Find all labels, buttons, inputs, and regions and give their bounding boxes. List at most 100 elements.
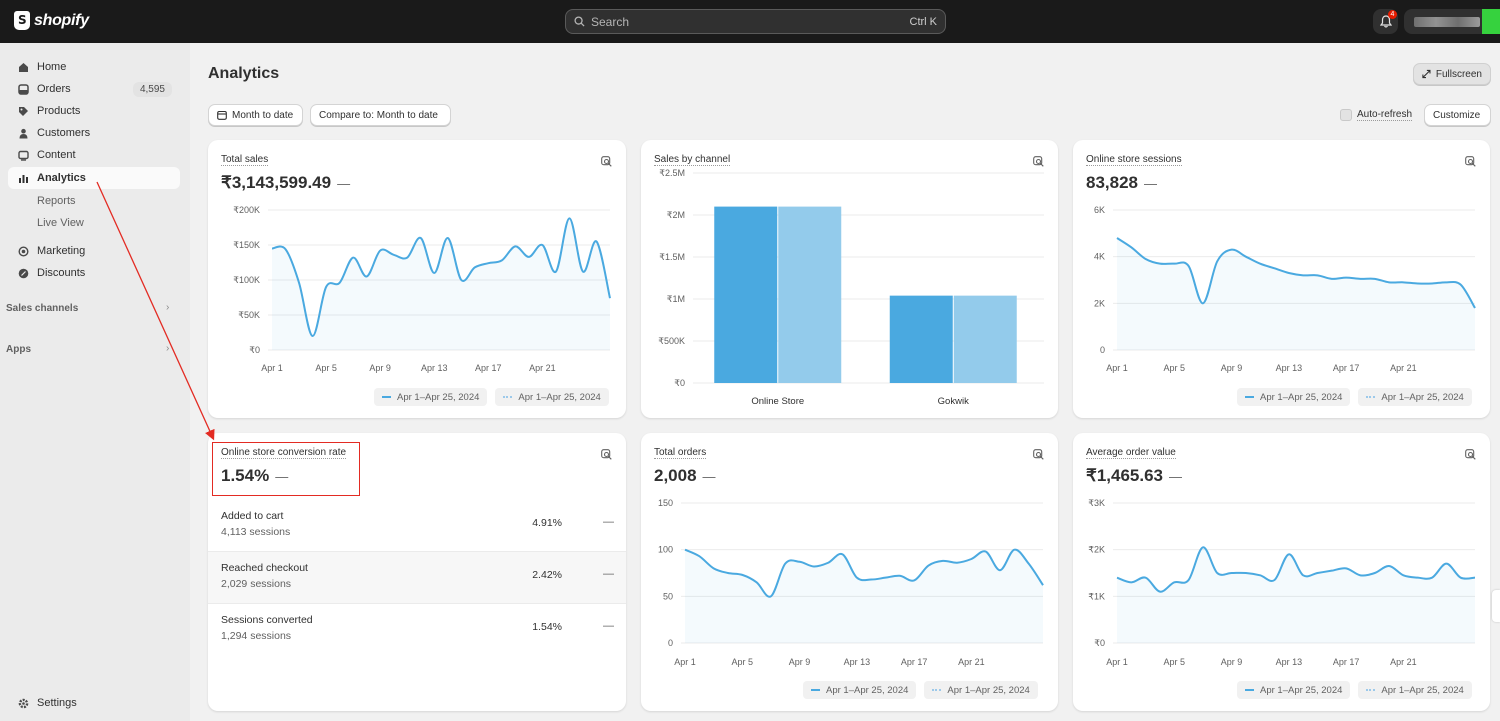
- legend-swatch: [932, 689, 942, 691]
- explore-icon[interactable]: [1465, 154, 1476, 172]
- legend-current[interactable]: Apr 1–Apr 25, 2024: [1237, 388, 1351, 406]
- funnel-row-sessions-converted[interactable]: Sessions converted 1,294 sessions 1.54% …: [208, 603, 626, 655]
- sales-channels-heading[interactable]: Sales channels: [6, 303, 79, 314]
- card-value: 83,828 —: [1086, 173, 1157, 193]
- sidebar-subitem-live-view[interactable]: Live View: [37, 217, 84, 229]
- x-tick-label: Apr 1: [1106, 363, 1128, 373]
- sidebar-item-orders[interactable]: Orders 4,595: [8, 78, 180, 100]
- funnel-sessions: 1,294 sessions: [221, 630, 292, 642]
- funnel-label: Reached checkout: [221, 562, 308, 574]
- total-orders-card[interactable]: Total orders 2,008 — 150 100 50 0 Apr 1 Apr 5 A…: [641, 433, 1058, 711]
- y-tick-label: 50: [663, 591, 673, 601]
- legend-swatch: [503, 396, 513, 398]
- bell-icon: [1379, 15, 1392, 28]
- legend-previous[interactable]: Apr 1–Apr 25, 2024: [495, 388, 609, 406]
- explore-icon[interactable]: [601, 447, 612, 465]
- search-input[interactable]: Search Ctrl K: [565, 9, 946, 34]
- customize-label: Customize: [1433, 109, 1481, 121]
- card-title[interactable]: Online store conversion rate: [221, 447, 347, 459]
- sidebar-item-customers[interactable]: Customers: [8, 122, 180, 144]
- legend-previous[interactable]: Apr 1–Apr 25, 2024: [1358, 388, 1472, 406]
- legend-current[interactable]: Apr 1–Apr 25, 2024: [1237, 681, 1351, 699]
- notifications-button[interactable]: 4: [1373, 9, 1398, 34]
- conversion-value: 1.54%: [221, 466, 270, 485]
- card-title[interactable]: Online store sessions: [1086, 154, 1182, 166]
- explore-icon[interactable]: [1033, 447, 1044, 465]
- aov-value: ₹1,465.63: [1086, 466, 1163, 485]
- card-title[interactable]: Average order value: [1086, 447, 1176, 459]
- shopify-logo[interactable]: shopify: [14, 11, 89, 30]
- orders-count-badge: 4,595: [132, 81, 172, 97]
- gear-icon: [17, 697, 29, 709]
- legend-current[interactable]: Apr 1–Apr 25, 2024: [374, 388, 488, 406]
- funnel-comparison: —: [603, 516, 614, 528]
- funnel-sessions: 4,113 sessions: [221, 526, 291, 538]
- date-range-button[interactable]: Month to date: [208, 104, 303, 126]
- explore-icon[interactable]: [1033, 154, 1044, 172]
- sidebar-item-analytics[interactable]: Analytics: [8, 167, 180, 189]
- sidebar-item-products[interactable]: Products: [8, 100, 180, 122]
- sidebar-item-home[interactable]: Home: [8, 56, 180, 78]
- auto-refresh-checkbox[interactable]: [1340, 109, 1352, 121]
- customize-button[interactable]: Customize: [1424, 104, 1491, 126]
- search-icon: [574, 16, 585, 27]
- sidebar-subitem-reports[interactable]: Reports: [37, 195, 76, 207]
- chart-legend: Apr 1–Apr 25, 2024 Apr 1–Apr 25, 2024: [1237, 681, 1472, 699]
- explore-icon[interactable]: [601, 154, 612, 172]
- sales-by-channel-card[interactable]: Sales by channel ₹2.5M ₹2M ₹1.5M ₹1M ₹500K ₹0…: [641, 140, 1058, 418]
- y-tick-label: ₹0: [249, 345, 260, 355]
- card-title[interactable]: Sales by channel: [654, 154, 731, 166]
- sidebar-item-content[interactable]: Content: [8, 144, 180, 166]
- sidebar-item-label: Analytics: [37, 172, 86, 184]
- average-order-value-card[interactable]: Average order value ₹1,465.63 — ₹3K ₹2K ₹1K…: [1073, 433, 1490, 711]
- bar: [953, 295, 1017, 383]
- card-value: 1.54% —: [221, 466, 288, 486]
- funnel-percent: 2.42%: [532, 569, 562, 581]
- funnel-sessions: 2,029 sessions: [221, 578, 292, 590]
- card-title[interactable]: Total orders: [654, 447, 707, 459]
- card-value: ₹1,465.63 —: [1086, 466, 1182, 486]
- apps-heading[interactable]: Apps: [6, 344, 31, 355]
- chevron-right-icon[interactable]: ›: [166, 302, 170, 313]
- notification-badge: 4: [1388, 10, 1397, 19]
- funnel-row-reached-checkout[interactable]: Reached checkout 2,029 sessions 2.42% —: [208, 551, 626, 603]
- funnel-comparison: —: [603, 620, 614, 632]
- online-store-sessions-card[interactable]: Online store sessions 83,828— 6K 4K 2K 0 Apr…: [1073, 140, 1490, 418]
- y-tick-label: 100: [658, 545, 673, 555]
- sidebar-item-discounts[interactable]: Discounts: [8, 262, 180, 284]
- chart-legend: Apr 1–Apr 25, 2024 Apr 1–Apr 25, 2024: [803, 681, 1038, 699]
- legend-previous[interactable]: Apr 1–Apr 25, 2024: [924, 681, 1038, 699]
- card-title[interactable]: Total sales: [221, 154, 269, 166]
- x-tick-label: Apr 9: [1221, 657, 1243, 667]
- x-tick-label: Apr 9: [369, 363, 391, 373]
- bar: [889, 295, 953, 383]
- sidebar-item-marketing[interactable]: Marketing: [8, 240, 180, 262]
- conversion-rate-card[interactable]: Online store conversion rate 1.54% — Adde…: [208, 433, 626, 711]
- auto-refresh-toggle[interactable]: Auto-refresh: [1340, 109, 1413, 121]
- x-tick-label: Apr 5: [1164, 657, 1186, 667]
- store-menu-button[interactable]: [1404, 9, 1500, 34]
- home-icon: [17, 61, 29, 73]
- legend-current[interactable]: Apr 1–Apr 25, 2024: [803, 681, 917, 699]
- legend-label: Apr 1–Apr 25, 2024: [518, 391, 601, 403]
- chevron-right-icon[interactable]: ›: [166, 343, 170, 354]
- explore-icon[interactable]: [1465, 447, 1476, 465]
- fullscreen-button[interactable]: Fullscreen: [1413, 63, 1491, 85]
- x-tick-label: Apr 5: [732, 657, 754, 667]
- sidebar-item-label: Marketing: [37, 245, 86, 257]
- compare-to-button[interactable]: Compare to: Month to date: [310, 104, 451, 126]
- x-category-label: Online Store: [751, 396, 804, 407]
- orders-icon: [17, 83, 29, 95]
- funnel-row-added-to-cart[interactable]: Added to cart 4,113 sessions 4.91% —: [208, 500, 626, 552]
- feedback-side-tab[interactable]: [1492, 590, 1500, 622]
- sidebar-item-settings[interactable]: Settings: [8, 692, 180, 714]
- total-sales-card[interactable]: Total sales ₹3,143,599.49 — ₹200K ₹150K ₹10…: [208, 140, 626, 418]
- legend-label: Apr 1–Apr 25, 2024: [826, 684, 909, 696]
- legend-previous[interactable]: Apr 1–Apr 25, 2024: [1358, 681, 1472, 699]
- x-tick-label: Apr 9: [1221, 363, 1243, 373]
- x-tick-label: Apr 5: [1164, 363, 1186, 373]
- top-bar: shopify Search Ctrl K 4: [0, 0, 1500, 43]
